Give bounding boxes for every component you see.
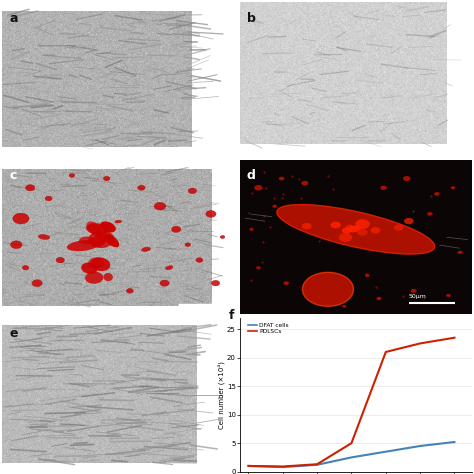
Circle shape: [256, 266, 261, 269]
Circle shape: [188, 188, 197, 193]
Circle shape: [160, 280, 169, 286]
Ellipse shape: [88, 231, 114, 248]
Circle shape: [301, 181, 308, 185]
Circle shape: [380, 186, 387, 190]
Circle shape: [342, 228, 351, 234]
Circle shape: [273, 205, 277, 208]
Circle shape: [154, 202, 166, 210]
Circle shape: [45, 196, 52, 201]
Y-axis label: Cell number (×10⁴): Cell number (×10⁴): [218, 361, 225, 428]
Circle shape: [127, 289, 133, 293]
Circle shape: [330, 221, 341, 228]
Circle shape: [404, 218, 414, 224]
Circle shape: [196, 258, 203, 263]
Circle shape: [26, 185, 35, 191]
Circle shape: [283, 281, 289, 285]
Text: b: b: [247, 11, 256, 25]
Circle shape: [410, 289, 417, 293]
Circle shape: [103, 176, 110, 181]
Ellipse shape: [86, 223, 109, 235]
Circle shape: [22, 265, 29, 270]
Circle shape: [427, 212, 433, 216]
Circle shape: [451, 186, 456, 189]
Circle shape: [365, 274, 370, 277]
Circle shape: [302, 273, 354, 306]
Text: d: d: [247, 169, 256, 182]
Ellipse shape: [91, 234, 107, 247]
Circle shape: [185, 243, 191, 246]
Ellipse shape: [142, 247, 151, 251]
Circle shape: [56, 257, 64, 263]
Legend: DFAT cells, PDLSCs: DFAT cells, PDLSCs: [247, 322, 289, 335]
Circle shape: [354, 226, 361, 230]
Circle shape: [220, 236, 225, 238]
Circle shape: [211, 281, 220, 286]
Circle shape: [371, 227, 380, 234]
Ellipse shape: [91, 257, 110, 271]
Circle shape: [10, 241, 22, 248]
Text: 50μm: 50μm: [409, 293, 427, 299]
Circle shape: [13, 213, 29, 224]
Circle shape: [356, 219, 370, 229]
Ellipse shape: [86, 221, 102, 236]
Circle shape: [279, 177, 284, 181]
Ellipse shape: [81, 263, 98, 274]
Text: c: c: [9, 169, 17, 182]
Ellipse shape: [67, 240, 99, 251]
Circle shape: [346, 225, 354, 230]
Circle shape: [342, 305, 346, 308]
Circle shape: [394, 224, 403, 231]
Circle shape: [254, 185, 263, 191]
Ellipse shape: [103, 273, 113, 281]
Circle shape: [376, 297, 382, 300]
Text: a: a: [9, 11, 18, 25]
Text: e: e: [9, 327, 18, 340]
Circle shape: [32, 280, 42, 287]
Ellipse shape: [104, 234, 119, 247]
Circle shape: [357, 228, 368, 236]
Circle shape: [348, 226, 359, 232]
Ellipse shape: [85, 272, 103, 284]
Circle shape: [249, 228, 254, 231]
Circle shape: [172, 226, 181, 232]
Ellipse shape: [38, 235, 50, 239]
Ellipse shape: [79, 237, 94, 245]
Circle shape: [446, 294, 451, 297]
Text: f: f: [228, 309, 234, 321]
Ellipse shape: [100, 221, 116, 233]
Ellipse shape: [277, 205, 435, 254]
Circle shape: [69, 173, 75, 177]
Ellipse shape: [88, 257, 104, 268]
Ellipse shape: [115, 220, 122, 223]
Circle shape: [206, 210, 216, 217]
Circle shape: [339, 233, 352, 242]
Ellipse shape: [165, 266, 173, 270]
Circle shape: [434, 192, 440, 196]
Circle shape: [302, 223, 312, 229]
Circle shape: [457, 251, 463, 254]
Circle shape: [138, 185, 145, 190]
Circle shape: [403, 176, 410, 181]
